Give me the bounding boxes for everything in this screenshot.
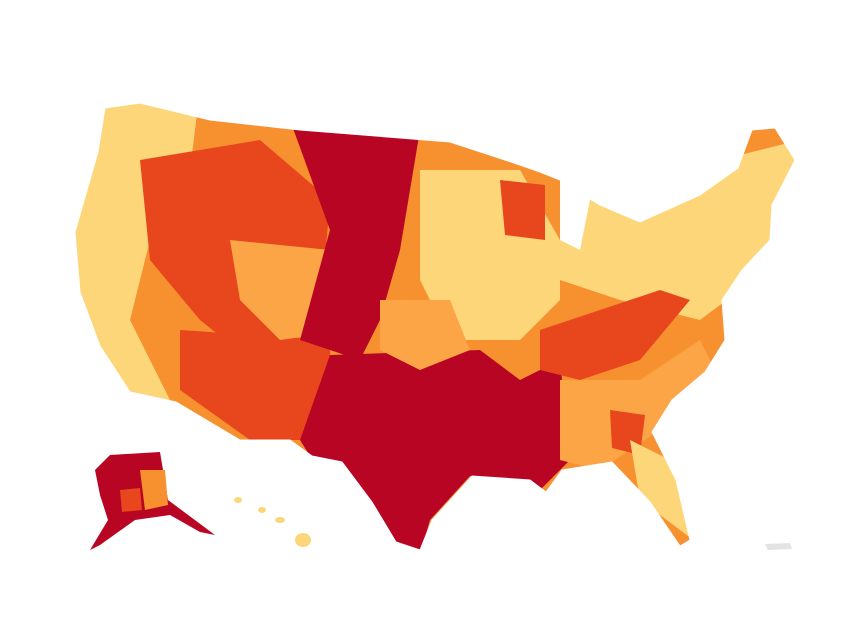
alaska (90, 452, 215, 550)
contiguous-states (75, 103, 795, 550)
region (380, 300, 470, 370)
hawaii (234, 497, 311, 547)
region (560, 340, 720, 470)
region (290, 120, 420, 360)
region (180, 330, 330, 440)
puerto-rico (765, 543, 792, 550)
region (540, 290, 690, 380)
region (500, 180, 545, 240)
lake-michigan (560, 160, 590, 250)
region (300, 350, 570, 550)
